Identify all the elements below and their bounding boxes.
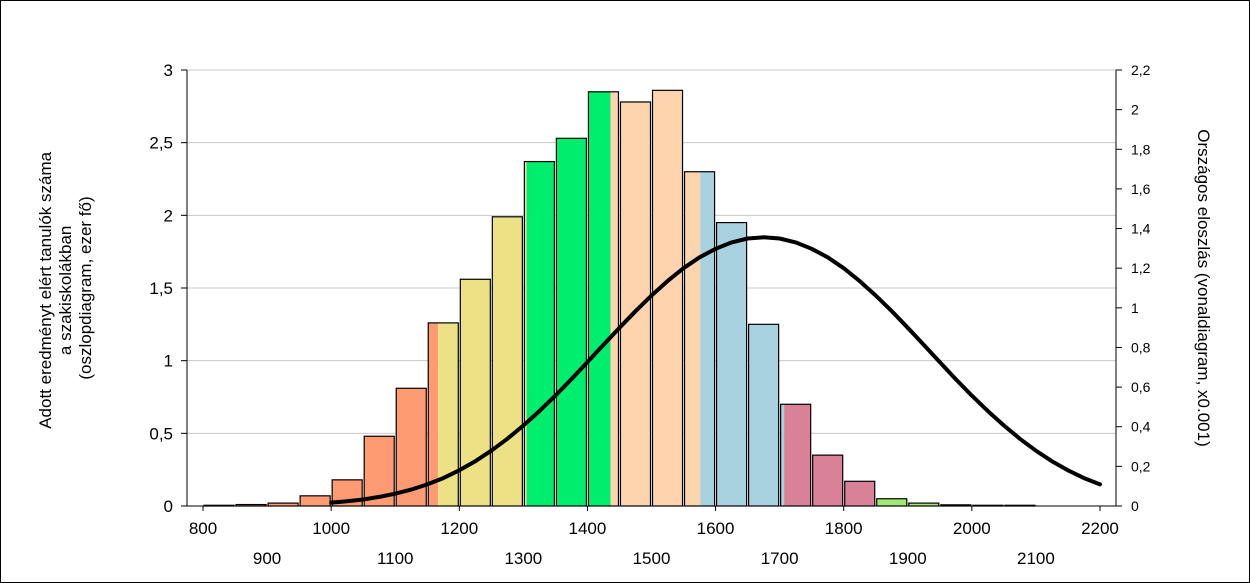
bar <box>587 91 620 507</box>
bar <box>812 454 844 507</box>
x-tick-label-upper: 1000 <box>312 519 350 538</box>
right-tick-label: 2,2 <box>1131 62 1151 78</box>
bar-segment <box>780 404 785 506</box>
right-tick-label: 0,4 <box>1131 419 1151 435</box>
left-axis-title: Adott eredményt elért tanulók száma a sz… <box>36 147 95 429</box>
bar-segment <box>812 455 843 506</box>
right-tick-label: 0,8 <box>1131 339 1151 355</box>
bar-segment <box>526 161 555 506</box>
bar <box>715 222 748 507</box>
axes: 0 0,5 1 1,5 2 2,5 3 0 0,2 0,4 0,6 0,8 1 1,2 1,4 1,6 1,8 2… <box>149 61 1150 568</box>
right-tick-label: 0,2 <box>1131 458 1151 474</box>
bar-segment <box>844 481 875 506</box>
axis-labels: Adott eredményt elért tanulók száma a sz… <box>36 129 1213 446</box>
left-tick-label: 2 <box>164 206 173 225</box>
bar-segment <box>876 498 907 506</box>
bar-segment <box>588 91 611 507</box>
bar-segment <box>438 322 459 506</box>
bar-segment <box>610 91 619 507</box>
x-tick-label-lower: 1100 <box>377 549 414 568</box>
bar-segment <box>684 171 701 506</box>
bar <box>619 101 652 507</box>
bar-segment <box>300 495 331 506</box>
left-tick-label: 1 <box>164 352 173 371</box>
right-tick-label: 1,2 <box>1131 260 1151 276</box>
bar <box>427 322 459 507</box>
bar-segment <box>784 404 811 506</box>
left-tick-label: 3 <box>164 61 173 80</box>
x-tick-label-upper: 2000 <box>953 519 991 538</box>
line-layer <box>329 235 1102 505</box>
bar-segment <box>908 503 939 506</box>
left-axis-title-line-1: Adott eredményt elért tanulók száma <box>36 151 55 428</box>
bar-segment <box>652 90 683 506</box>
x-tick-label-lower: 2100 <box>1017 549 1055 568</box>
bar-segment <box>716 222 747 506</box>
bar <box>491 216 523 507</box>
x-tick-label-lower: 900 <box>253 549 281 568</box>
bar-segment <box>556 138 587 506</box>
x-tick-label-upper: 800 <box>189 519 217 538</box>
bar-segment <box>748 324 779 506</box>
x-tick-label-upper: 1400 <box>569 519 607 538</box>
bar <box>748 323 780 507</box>
bar <box>523 160 555 507</box>
bar-segment <box>236 504 267 506</box>
left-tick-label: 0 <box>164 497 173 516</box>
left-axis-title-line-3: (oszlopdiagram, ezer fő) <box>76 196 95 379</box>
right-tick-label: 1 <box>1131 300 1139 316</box>
left-tick-label: 2,5 <box>149 134 173 153</box>
x-tick-label-upper: 1600 <box>697 519 735 538</box>
right-tick-label: 1,8 <box>1131 141 1151 157</box>
left-tick-label: 0,5 <box>149 424 173 443</box>
left-tick-label: 1,5 <box>149 279 173 298</box>
right-tick-label: 0 <box>1131 498 1139 514</box>
distribution-line <box>329 235 1102 505</box>
x-tick-label-lower: 1900 <box>889 549 927 568</box>
bar <box>651 89 684 507</box>
bar <box>844 480 876 507</box>
bar <box>299 495 331 507</box>
x-tick-label-upper: 1200 <box>440 519 478 538</box>
right-tick-label: 2 <box>1131 102 1139 118</box>
x-tick-label-upper: 1800 <box>825 519 863 538</box>
x-tick-label-upper: 2200 <box>1081 519 1119 538</box>
bar <box>876 498 908 507</box>
bar <box>459 278 491 507</box>
bar <box>555 137 588 507</box>
bar-segment <box>460 279 491 506</box>
right-tick-label: 1,4 <box>1131 221 1151 237</box>
right-tick-label: 0,6 <box>1131 379 1151 395</box>
right-axis-title: Országos eloszlás (vonaldiagram, x0.001) <box>1194 129 1213 446</box>
bar-segment <box>492 216 523 506</box>
bar-segment <box>620 101 651 507</box>
bars-group <box>203 89 1036 507</box>
x-tick-label-lower: 1500 <box>633 549 671 568</box>
x-tick-label-lower: 1300 <box>504 549 542 568</box>
grid-lines <box>187 69 1116 507</box>
bar-segment <box>428 322 439 506</box>
right-tick-label: 1,6 <box>1131 181 1151 197</box>
bar-segment <box>524 161 527 506</box>
bar-segment <box>700 171 715 506</box>
x-tick-label-lower: 1700 <box>761 549 799 568</box>
bar <box>780 403 812 507</box>
bar <box>683 171 716 507</box>
left-axis-title-line-2: a szakiskolákban <box>56 226 75 355</box>
bar-segment <box>268 503 299 506</box>
